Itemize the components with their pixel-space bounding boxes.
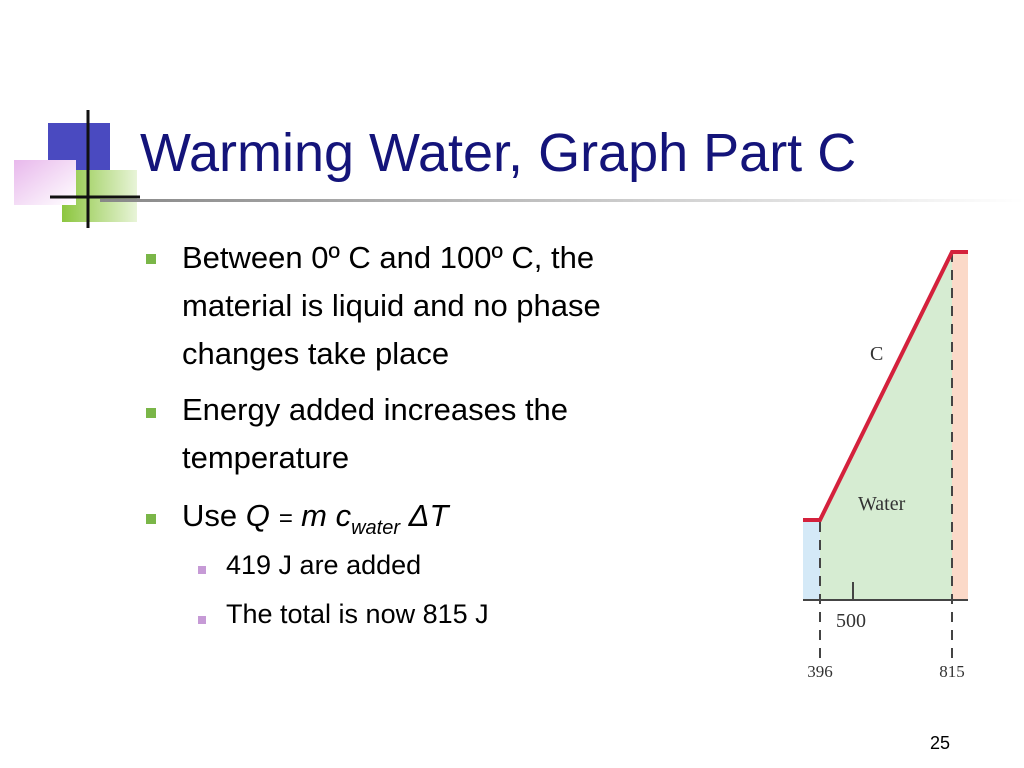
text: Use: [182, 498, 238, 533]
tick-label: 500: [836, 610, 866, 632]
ice-region: [803, 522, 820, 600]
symbol: =: [278, 505, 293, 532]
subbullet-marker: [198, 566, 206, 574]
tick-label: 396: [807, 662, 833, 681]
tick-label: 815: [939, 662, 965, 681]
phase-label: C: [870, 343, 883, 365]
slide-number: 25: [930, 733, 951, 753]
steam-region: [952, 252, 968, 600]
symbol: ΔT: [408, 498, 449, 533]
bullet-marker: [146, 514, 156, 524]
symbol: c: [335, 498, 352, 533]
water-region: [820, 252, 952, 600]
subscript: water: [351, 517, 401, 539]
title: Warming Water, Graph Part C: [140, 123, 857, 183]
bullet: Energy added increases the temperature: [182, 392, 569, 475]
symbol: Q: [245, 498, 270, 533]
region-label: Water: [858, 493, 906, 515]
subbullet: 419 J are added: [226, 550, 422, 580]
bullet-marker: [146, 408, 156, 418]
heating-curve: [803, 250, 968, 522]
figure: C Water 500 396 815: [803, 250, 968, 681]
bullet-marker: [146, 254, 156, 264]
bullet: Between 0º C and 100º C, the material is…: [182, 240, 601, 371]
symbol: m: [301, 498, 327, 533]
subbullet: The total is now 815 J: [226, 599, 489, 629]
bullet: Use Q = m cwater ΔT: [182, 492, 702, 552]
title-rule: [100, 199, 1024, 202]
subbullet-marker: [198, 616, 206, 624]
